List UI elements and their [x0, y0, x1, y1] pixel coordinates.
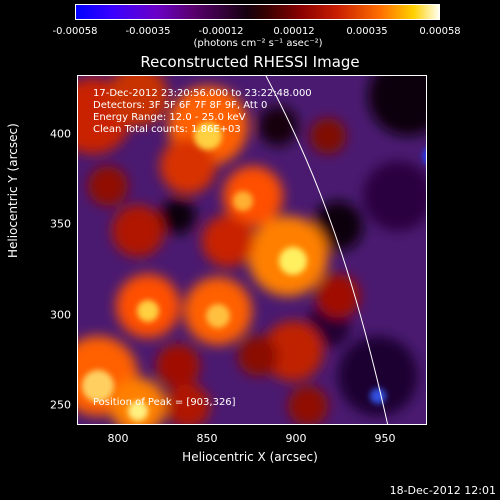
x-tick: 800: [107, 432, 129, 445]
image-blob: [310, 118, 346, 154]
image-blob: [223, 166, 283, 226]
y-tick: 400: [50, 127, 71, 141]
image-blob: [160, 138, 216, 194]
image-blob: [82, 370, 114, 402]
image-blob: [288, 386, 328, 424]
colorbar-tick: -0.00035: [125, 26, 171, 37]
limb-line: [265, 76, 389, 424]
image-blob: [166, 384, 210, 424]
info-detectors: Detectors: 3F 5F 6F 7F 8F 9F, Att 0: [93, 100, 268, 111]
image-blob: [263, 321, 323, 381]
image-blob: [202, 215, 254, 267]
image-blob: [258, 106, 298, 146]
info-peak: Position of Peak = [903,326]: [93, 397, 236, 408]
image-blob: [112, 205, 164, 257]
image-blob: [233, 191, 253, 211]
image-blob: [279, 247, 307, 275]
colorbar-tick: 0.00035: [346, 26, 388, 37]
colorbar-tick: -0.00012: [198, 26, 244, 37]
image-blob: [137, 300, 159, 322]
image-blob: [238, 336, 278, 376]
y-tick: 250: [50, 398, 71, 412]
colorbar-tick: 0.00058: [419, 26, 461, 37]
image-plot: [77, 75, 427, 425]
image-blob: [363, 161, 426, 231]
info-energy: Energy Range: 12.0 - 25.0 keV: [93, 112, 246, 123]
page-title: Reconstructed RHESSI Image: [140, 53, 360, 71]
image-blob: [368, 76, 426, 136]
image-blob: [88, 166, 128, 206]
timestamp: 18-Dec-2012 12:01: [389, 484, 496, 497]
image-blob: [423, 148, 426, 164]
image-blob: [108, 76, 168, 126]
image-blob: [370, 388, 386, 404]
y-axis-label: Heliocentric Y (arcsec): [6, 123, 20, 258]
image-blob: [338, 336, 418, 416]
info-time: 17-Dec-2012 23:20:56.000 to 23:22:48.000: [93, 88, 312, 99]
info-clean: Clean Total counts: 1.86E+03: [93, 124, 241, 135]
heatmap-image: [78, 76, 426, 424]
image-blob: [128, 401, 148, 421]
x-tick: 900: [285, 432, 307, 445]
x-tick: 850: [196, 432, 218, 445]
y-tick: 300: [50, 308, 71, 322]
colorbar-units: (photons cm⁻² s⁻¹ asec⁻²): [193, 38, 323, 49]
image-blob: [156, 344, 200, 388]
image-blob: [316, 274, 360, 318]
colorbar-tick: 0.00012: [273, 26, 315, 37]
image-blob: [160, 198, 196, 234]
y-tick: 350: [50, 217, 71, 231]
colorbar: [75, 4, 440, 20]
colorbar-tick: -0.00058: [52, 26, 98, 37]
image-blob: [206, 304, 230, 328]
image-blob: [313, 201, 363, 251]
image-blob: [194, 122, 222, 150]
x-axis-label: Heliocentric X (arcsec): [182, 450, 318, 464]
x-tick: 950: [374, 432, 396, 445]
